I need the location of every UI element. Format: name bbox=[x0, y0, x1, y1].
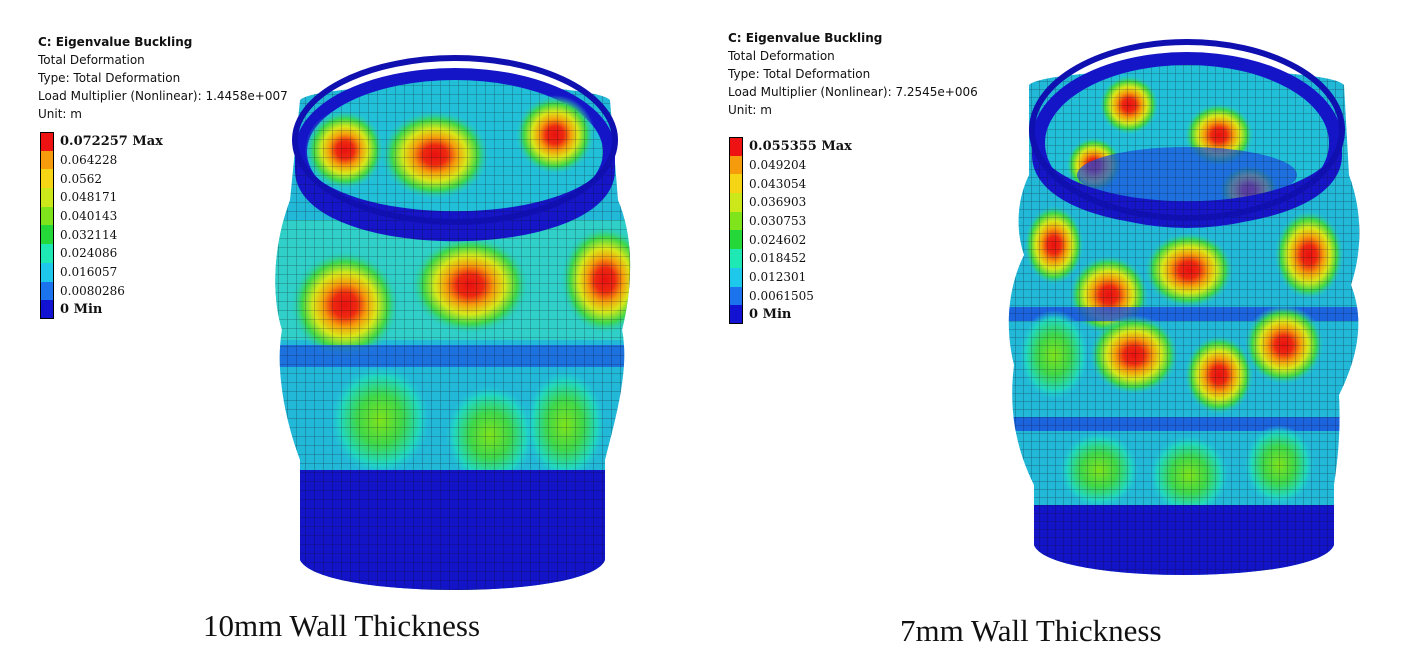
legend-swatch bbox=[40, 206, 54, 226]
legend-entry: 0.032114 bbox=[40, 225, 163, 245]
legend-label: 0.049204 bbox=[749, 158, 807, 173]
legend-swatch bbox=[40, 244, 54, 263]
result-type: Type: Total Deformation bbox=[38, 71, 181, 85]
legend-entry: 0.043054 bbox=[729, 174, 852, 194]
legend-entry: 0.024086 bbox=[40, 244, 163, 263]
legend-swatch bbox=[729, 193, 743, 212]
legend-entry: 0.040143 bbox=[40, 206, 163, 226]
legend-label: 0.072257 Max bbox=[60, 133, 163, 149]
legend-swatch bbox=[40, 169, 54, 189]
legend-entry: 0.048171 bbox=[40, 188, 163, 207]
legend-swatch bbox=[729, 305, 743, 324]
legend-label: 0.0562 bbox=[60, 171, 102, 186]
legend-swatch bbox=[40, 300, 54, 319]
legend-entry: 0 Min bbox=[40, 300, 163, 319]
legend-label: 0.055355 Max bbox=[749, 138, 852, 154]
legend-label: 0.0061505 bbox=[749, 288, 814, 303]
load-multiplier: Load Multiplier (Nonlinear): 1.4458e+007 bbox=[38, 89, 288, 103]
load-multiplier: Load Multiplier (Nonlinear): 7.2545e+006 bbox=[728, 85, 978, 99]
legend-label: 0.016057 bbox=[60, 265, 118, 280]
legend-entry: 0.0562 bbox=[40, 169, 163, 189]
result-name: Total Deformation bbox=[38, 53, 145, 67]
legend-entry: 0.018452 bbox=[729, 249, 852, 268]
analysis-title: C: Eigenvalue Buckling bbox=[38, 35, 193, 49]
legend-swatch bbox=[40, 150, 54, 170]
legend-label: 0.043054 bbox=[749, 176, 807, 191]
color-legend: 0.072257 Max 0.064228 0.0562 0.048171 0.0401… bbox=[40, 132, 163, 319]
legend-entry: 0.049204 bbox=[729, 155, 852, 175]
result-type: Type: Total Deformation bbox=[728, 67, 871, 81]
result-panel-7mm: C: Eigenvalue Buckling Total Deformation… bbox=[704, 0, 1408, 655]
legend-label: 0.018452 bbox=[749, 251, 807, 266]
legend-label: 0.030753 bbox=[749, 214, 807, 229]
legend-entry: 0.072257 Max bbox=[40, 132, 163, 151]
legend-entry: 0.0061505 bbox=[729, 286, 852, 306]
legend-swatch bbox=[729, 211, 743, 231]
legend-entry: 0.036903 bbox=[729, 193, 852, 212]
analysis-title: C: Eigenvalue Buckling bbox=[728, 31, 883, 45]
legend-swatch bbox=[729, 174, 743, 194]
legend-swatch bbox=[729, 267, 743, 287]
legend-swatch bbox=[729, 155, 743, 175]
result-panel-10mm: C: Eigenvalue Buckling Total Deformation… bbox=[38, 33, 631, 643]
legend-label: 0.040143 bbox=[60, 209, 118, 224]
caption: 10mm Wall Thickness bbox=[203, 608, 481, 643]
legend-label: 0.012301 bbox=[749, 270, 807, 285]
legend-label: 0.048171 bbox=[60, 190, 118, 205]
color-legend: 0.055355 Max 0.049204 0.043054 0.036903 0.03… bbox=[729, 137, 852, 324]
legend-swatch bbox=[40, 262, 54, 282]
legend-entry: 0 Min bbox=[729, 305, 852, 324]
legend-label: 0 Min bbox=[749, 307, 792, 323]
legend-swatch bbox=[40, 225, 54, 245]
legend-entry: 0.055355 Max bbox=[729, 137, 852, 156]
legend-label: 0.024086 bbox=[60, 246, 118, 261]
deformed-cylinder-model bbox=[1008, 39, 1360, 575]
legend-swatch bbox=[729, 249, 743, 268]
unit-label: Unit: m bbox=[38, 107, 82, 121]
deformed-cylinder-model bbox=[275, 55, 631, 590]
caption: 7mm Wall Thickness bbox=[900, 613, 1162, 648]
unit-label: Unit: m bbox=[728, 103, 772, 117]
result-info: C: Eigenvalue Buckling Total Deformation… bbox=[38, 33, 288, 123]
legend-label: 0.024602 bbox=[749, 232, 807, 247]
legend-entry: 0.024602 bbox=[729, 230, 852, 250]
legend-swatch bbox=[40, 188, 54, 207]
legend-entry: 0.012301 bbox=[729, 267, 852, 287]
legend-swatch bbox=[729, 230, 743, 250]
legend-label: 0 Min bbox=[60, 302, 103, 318]
result-name: Total Deformation bbox=[728, 49, 835, 63]
legend-entry: 0.0080286 bbox=[40, 281, 163, 301]
legend-label: 0.0080286 bbox=[60, 283, 125, 298]
legend-swatch bbox=[40, 281, 54, 301]
legend-label: 0.064228 bbox=[60, 153, 118, 168]
legend-entry: 0.030753 bbox=[729, 211, 852, 231]
legend-swatch bbox=[40, 132, 54, 151]
result-info: C: Eigenvalue Buckling Total Deformation… bbox=[728, 29, 978, 119]
legend-entry: 0.016057 bbox=[40, 262, 163, 282]
legend-swatch bbox=[729, 286, 743, 306]
legend-entry: 0.064228 bbox=[40, 150, 163, 170]
legend-label: 0.036903 bbox=[749, 195, 807, 210]
legend-label: 0.032114 bbox=[60, 227, 118, 242]
legend-swatch bbox=[729, 137, 743, 156]
